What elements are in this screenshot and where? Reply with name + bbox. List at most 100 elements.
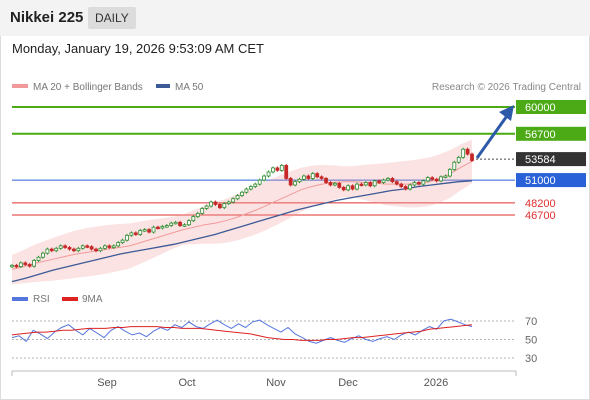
candle-body bbox=[182, 224, 187, 227]
candle-body bbox=[244, 188, 249, 193]
last-price-label: 53584 bbox=[525, 154, 556, 166]
ma50-legend-label: MA 50 bbox=[175, 82, 204, 93]
level-label-51000: 51000 bbox=[525, 175, 556, 187]
level-label-46700: 46700 bbox=[525, 210, 556, 222]
candle-body bbox=[284, 165, 289, 179]
candle-body bbox=[142, 229, 147, 232]
candle-body bbox=[288, 178, 293, 186]
level-tag-51000 bbox=[516, 173, 586, 188]
candle-body bbox=[107, 245, 112, 248]
rsi-ma-legend-swatch bbox=[62, 297, 78, 301]
candle-body bbox=[173, 221, 178, 225]
candle-body bbox=[368, 182, 373, 187]
candle-body bbox=[23, 262, 28, 265]
candle-body bbox=[417, 182, 421, 185]
timestamp: Monday, January 19, 2026 9:53:09 AM CET bbox=[12, 41, 264, 56]
level-tag-56700 bbox=[516, 126, 586, 141]
candle-body bbox=[355, 183, 359, 190]
candle-body bbox=[160, 225, 165, 229]
candle-body bbox=[381, 179, 386, 183]
candle-body bbox=[447, 169, 452, 177]
candle-body bbox=[45, 248, 50, 254]
candle-body bbox=[169, 222, 174, 226]
candle-body bbox=[293, 181, 297, 186]
rsi-ma-legend-label: 9MA bbox=[82, 294, 103, 305]
candle-body bbox=[187, 220, 191, 226]
forecast-arrow-head bbox=[499, 105, 514, 121]
candle-body bbox=[54, 247, 59, 252]
bollinger-legend-label: MA 20 + Bollinger Bands bbox=[33, 82, 143, 93]
candle-body bbox=[297, 178, 302, 183]
candle-body bbox=[200, 208, 205, 214]
x-tick-label: Sep bbox=[97, 377, 117, 389]
candle-body bbox=[156, 226, 160, 230]
candle-body bbox=[18, 262, 23, 267]
candle-body bbox=[390, 178, 395, 183]
candle-body bbox=[125, 234, 129, 241]
candle-body bbox=[14, 264, 19, 268]
level-label-48200: 48200 bbox=[525, 198, 556, 210]
candle-body bbox=[58, 245, 63, 249]
candle-body bbox=[151, 226, 156, 233]
candle-body bbox=[319, 176, 324, 179]
level-tag-60000 bbox=[516, 100, 586, 114]
candle-body bbox=[310, 173, 315, 179]
rsi-tick-label: 70 bbox=[525, 316, 537, 328]
candle-body bbox=[80, 245, 85, 249]
candle-body bbox=[279, 165, 284, 171]
candle-body bbox=[89, 246, 94, 250]
candle-body bbox=[386, 178, 390, 181]
candle-body bbox=[412, 182, 417, 186]
candle-body bbox=[421, 180, 426, 185]
candle-body bbox=[465, 148, 470, 155]
candle-body bbox=[456, 156, 461, 163]
ma50-line bbox=[11, 180, 473, 283]
candle-body bbox=[341, 186, 346, 191]
rsi-tick-label: 30 bbox=[525, 353, 537, 365]
rsi-legend-label: RSI bbox=[33, 294, 50, 305]
rsi-tick-label: 50 bbox=[525, 335, 537, 347]
candle-body bbox=[85, 245, 90, 248]
candle-body bbox=[408, 184, 412, 190]
candle-body bbox=[209, 201, 213, 207]
instrument-title: Nikkei 225 bbox=[10, 9, 84, 26]
candle-body bbox=[363, 182, 368, 186]
timeframe-badge[interactable]: DAILY bbox=[88, 7, 136, 29]
candle-body bbox=[257, 179, 262, 185]
candle-body bbox=[394, 181, 399, 185]
candle-body bbox=[461, 148, 466, 158]
copyright-label: Research © 2026 Trading Central bbox=[432, 82, 581, 93]
candle-body bbox=[116, 242, 121, 247]
candle-body bbox=[226, 201, 231, 205]
candle-body bbox=[94, 248, 98, 252]
rsi-line bbox=[11, 318, 473, 344]
candle-body bbox=[63, 245, 67, 248]
candle-body bbox=[178, 221, 182, 226]
level-label-56700: 56700 bbox=[525, 129, 556, 141]
bollinger-legend-swatch bbox=[12, 84, 28, 88]
candle-body bbox=[359, 183, 364, 187]
candle-body bbox=[231, 198, 236, 203]
candle-body bbox=[41, 252, 45, 258]
candle-body bbox=[350, 185, 355, 190]
candle-body bbox=[32, 260, 37, 267]
candle-body bbox=[439, 176, 443, 182]
candle-body bbox=[328, 182, 333, 186]
candle-body bbox=[102, 245, 107, 249]
last-price-tag bbox=[516, 152, 586, 167]
candle-body bbox=[262, 175, 267, 181]
forecast-arrow-shaft bbox=[475, 112, 511, 159]
candle-body bbox=[129, 232, 134, 236]
candle-body bbox=[346, 185, 351, 191]
x-tick-label: Dec bbox=[338, 377, 358, 389]
candle-body bbox=[248, 186, 253, 190]
candle-body bbox=[470, 153, 474, 161]
candle-body bbox=[72, 248, 76, 252]
candle-body bbox=[222, 203, 227, 209]
candle-body bbox=[434, 178, 439, 182]
candle-body bbox=[425, 177, 430, 182]
candle-body bbox=[271, 167, 275, 173]
candle-body bbox=[67, 247, 72, 250]
candle-body bbox=[302, 175, 306, 180]
candle-body bbox=[98, 247, 103, 252]
